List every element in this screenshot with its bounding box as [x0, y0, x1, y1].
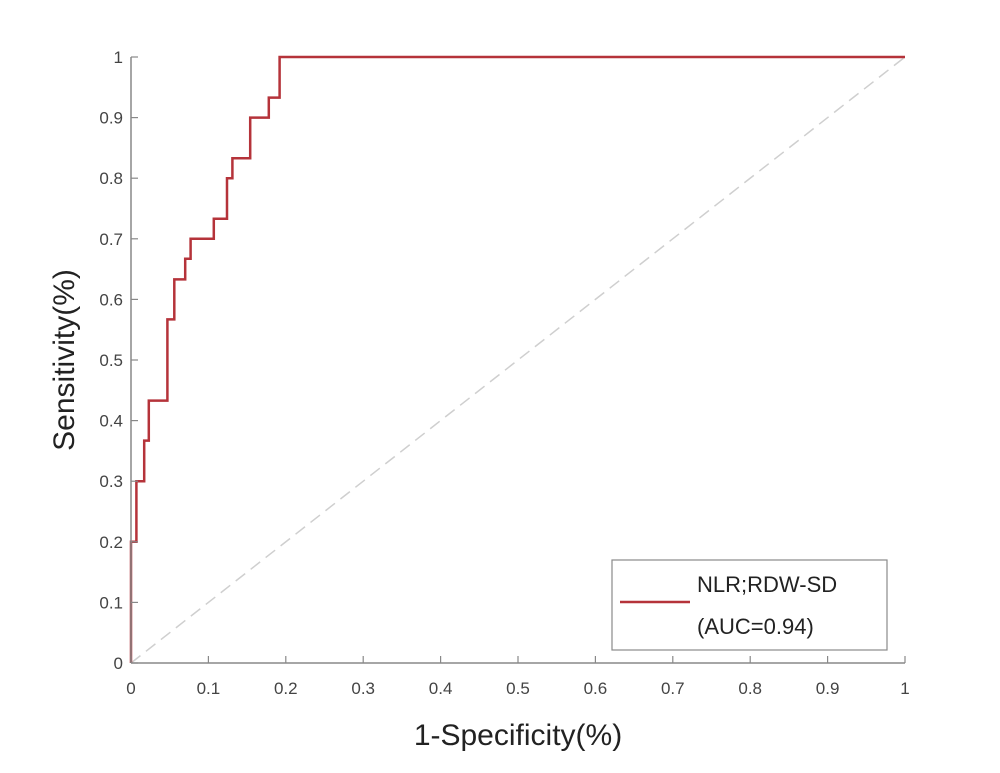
y-tick-label: 0.9: [99, 109, 123, 128]
y-tick-label: 0.4: [99, 412, 123, 431]
x-tick-label: 0: [126, 679, 135, 698]
y-axis-title: Sensitivity(%): [48, 269, 81, 451]
x-tick-label: 0.7: [661, 679, 685, 698]
y-tick-label: 0.1: [99, 593, 123, 612]
x-tick-label: 0.2: [274, 679, 298, 698]
axes: 0 0.1 0.2 0.3 0.4 0.5 0.6 0.7 0.8 0.9 1 0 0.1 0.2 0.3…: [99, 48, 909, 698]
x-axis-title: 1-Specificity(%): [414, 719, 622, 752]
y-tick-label: 0.8: [99, 169, 123, 188]
roc-curve-line: [129, 55, 905, 663]
x-tick-label: 0.3: [351, 679, 375, 698]
x-tick-label: 0.4: [429, 679, 453, 698]
legend-label-auc: (AUC=0.94): [697, 614, 814, 639]
plot-area: [129, 55, 906, 664]
legend-box: [611, 559, 888, 651]
y-axis-ticks: 0 0.1 0.2 0.3 0.4 0.5 0.6 0.7 0.8 0.9 1: [99, 48, 138, 673]
x-axis-ticks: 0 0.1 0.2 0.3 0.4 0.5 0.6 0.7 0.8 0.9 1: [126, 656, 910, 698]
x-tick-label: 0.6: [584, 679, 608, 698]
y-tick-label: 0.3: [99, 472, 123, 491]
reference-diagonal-line: [130, 56, 906, 664]
legend-label-series: NLR;RDW-SD: [697, 572, 837, 597]
y-tick-label: 1: [114, 48, 123, 67]
y-tick-label: 0.7: [99, 230, 123, 249]
x-tick-label: 0.8: [738, 679, 762, 698]
x-tick-label: 0.1: [197, 679, 221, 698]
y-tick-label: 0.2: [99, 533, 123, 552]
legend: NLR;RDW-SD (AUC=0.94): [611, 559, 888, 651]
y-tick-label: 0: [114, 654, 123, 673]
x-tick-label: 0.9: [816, 679, 840, 698]
x-tick-label: 1: [900, 679, 909, 698]
y-tick-label: 0.6: [99, 290, 123, 309]
x-tick-label: 0.5: [506, 679, 530, 698]
y-tick-label: 0.5: [99, 351, 123, 370]
